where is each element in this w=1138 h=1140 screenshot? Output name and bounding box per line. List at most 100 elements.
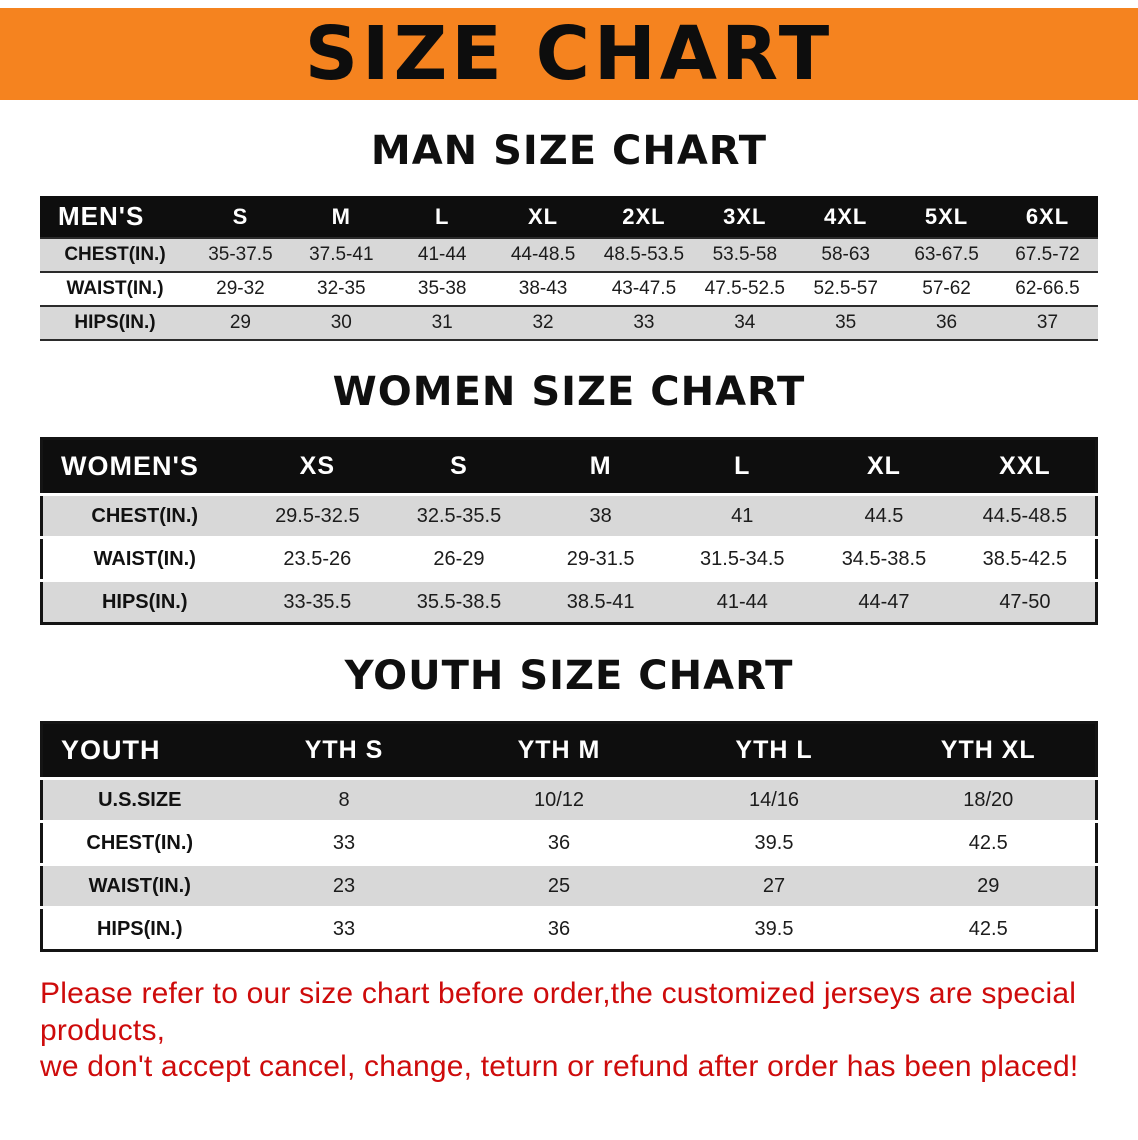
row-label: CHEST(IN.): [41, 820, 237, 865]
table-row: HIPS(IN.) 29 30 31 32 33 34 35 36 37: [40, 305, 1098, 341]
size-value: 29-31.5: [529, 536, 672, 581]
table-row: U.S.SIZE 8 10/12 14/16 18/20: [41, 777, 1097, 822]
row-label: HIPS(IN.): [41, 906, 237, 951]
size-chart-banner: SIZE CHART: [0, 8, 1138, 100]
men-size-table: MEN'S S M L XL 2XL 3XL 4XL 5XL 6XL CHEST(IN.) 35-3…: [40, 196, 1098, 341]
men-header-row: MEN'S S M L XL 2XL 3XL 4XL 5XL 6XL: [40, 196, 1098, 238]
size-value: 34: [694, 305, 796, 341]
size-value: 67.5-72: [997, 237, 1098, 272]
size-value: 35: [795, 305, 897, 341]
size-value: 35-38: [391, 271, 493, 306]
size-value: 31.5-34.5: [671, 536, 814, 581]
men-section: MAN SIZE CHART MEN'S S M L XL 2XL 3XL 4XL 5XL 6XL…: [0, 128, 1138, 341]
size-column-header: YTH L: [666, 722, 882, 779]
size-column-header: 5XL: [896, 196, 997, 238]
size-chart-page: SIZE CHART MAN SIZE CHART MEN'S S M L XL 2XL 3…: [0, 8, 1138, 1086]
size-value: 35.5-38.5: [388, 579, 530, 624]
women-size-table: WOMEN'S XS S M L XL XXL CHEST(IN.) 29.5-32.5 32.…: [40, 437, 1098, 625]
size-column-header: XL: [813, 438, 955, 495]
table-corner-label: MEN'S: [40, 196, 190, 238]
men-table-body: CHEST(IN.) 35-37.5 37.5-41 41-44 44-48.5 48.5…: [40, 237, 1098, 341]
size-value: 32-35: [290, 271, 392, 306]
size-value: 34.5-38.5: [813, 536, 955, 581]
size-value: 25: [451, 863, 667, 908]
women-header-row: WOMEN'S XS S M L XL XXL: [41, 438, 1097, 495]
size-value: 18/20: [881, 777, 1097, 822]
youth-table-body: U.S.SIZE 8 10/12 14/16 18/20 CHEST(IN.) 33 36 39…: [41, 777, 1097, 951]
table-row: WAIST(IN.) 23.5-26 26-29 29-31.5 31.5-34.5 34…: [41, 536, 1097, 581]
size-value: 33-35.5: [246, 579, 389, 624]
women-section-heading: WOMEN SIZE CHART: [332, 369, 806, 415]
size-value: 48.5-53.5: [593, 237, 695, 272]
size-value: 33: [593, 305, 695, 341]
size-column-header: S: [190, 196, 291, 238]
size-value: 57-62: [896, 271, 997, 306]
size-value: 38.5-41: [529, 579, 672, 624]
row-label: U.S.SIZE: [41, 777, 237, 822]
youth-section: YOUTH SIZE CHART YOUTH YTH S YTH M YTH L YTH…: [0, 653, 1138, 952]
size-value: 47-50: [954, 579, 1097, 624]
size-value: 63-67.5: [896, 237, 997, 272]
table-corner-label: YOUTH: [41, 722, 237, 779]
size-value: 38: [529, 493, 672, 538]
table-row: CHEST(IN.) 33 36 39.5 42.5: [41, 820, 1097, 865]
youth-size-table: YOUTH YTH S YTH M YTH L YTH XL U.S.SIZE 8 10/1…: [40, 721, 1098, 952]
size-value: 29.5-32.5: [246, 493, 389, 538]
size-value: 42.5: [881, 906, 1097, 951]
row-label: WAIST(IN.): [40, 271, 190, 306]
size-value: 43-47.5: [593, 271, 695, 306]
men-section-heading: MAN SIZE CHART: [370, 128, 768, 174]
size-value: 52.5-57: [795, 271, 897, 306]
size-column-header: L: [391, 196, 493, 238]
size-value: 42.5: [881, 820, 1097, 865]
size-value: 38-43: [492, 271, 594, 306]
size-value: 8: [236, 777, 452, 822]
size-column-header: 6XL: [997, 196, 1098, 238]
size-value: 47.5-52.5: [694, 271, 796, 306]
size-value: 29-32: [190, 271, 291, 306]
table-row: WAIST(IN.) 23 25 27 29: [41, 863, 1097, 908]
row-label: CHEST(IN.): [41, 493, 247, 538]
size-value: 62-66.5: [997, 271, 1098, 306]
size-value: 33: [236, 906, 452, 951]
table-row: HIPS(IN.) 33-35.5 35.5-38.5 38.5-41 41-44 44-…: [41, 579, 1097, 624]
size-value: 44-48.5: [492, 237, 594, 272]
size-value: 39.5: [666, 906, 882, 951]
size-value: 32.5-35.5: [388, 493, 530, 538]
table-row: WAIST(IN.) 29-32 32-35 35-38 38-43 43-47.5 47.…: [40, 271, 1098, 306]
size-value: 36: [896, 305, 997, 341]
size-value: 41-44: [671, 579, 814, 624]
size-value: 39.5: [666, 820, 882, 865]
table-row: HIPS(IN.) 33 36 39.5 42.5: [41, 906, 1097, 951]
size-column-header: XXL: [954, 438, 1097, 495]
youth-section-heading: YOUTH SIZE CHART: [344, 653, 794, 699]
size-value: 41: [671, 493, 814, 538]
size-value: 26-29: [388, 536, 530, 581]
size-value: 33: [236, 820, 452, 865]
size-column-header: YTH M: [451, 722, 667, 779]
size-value: 23.5-26: [246, 536, 389, 581]
size-column-header: M: [290, 196, 392, 238]
table-row: CHEST(IN.) 35-37.5 37.5-41 41-44 44-48.5 48.5…: [40, 237, 1098, 272]
size-column-header: L: [671, 438, 814, 495]
women-section: WOMEN SIZE CHART WOMEN'S XS S M L XL XXL CHEST…: [0, 369, 1138, 625]
disclaimer-line-1: Please refer to our size chart before or…: [40, 977, 1077, 1047]
size-column-header: XL: [492, 196, 594, 238]
size-value: 35-37.5: [190, 237, 291, 272]
size-column-header: M: [529, 438, 672, 495]
size-value: 27: [666, 863, 882, 908]
size-column-header: 4XL: [795, 196, 897, 238]
size-column-header: XS: [246, 438, 389, 495]
size-value: 58-63: [795, 237, 897, 272]
disclaimer-line-2: we don't accept cancel, change, teturn o…: [40, 1050, 1079, 1084]
size-value: 41-44: [391, 237, 493, 272]
size-value: 31: [391, 305, 493, 341]
size-column-header: 2XL: [593, 196, 695, 238]
size-value: 29: [190, 305, 291, 341]
page-title: SIZE CHART: [304, 11, 834, 97]
youth-header-row: YOUTH YTH S YTH M YTH L YTH XL: [41, 722, 1097, 779]
size-column-header: 3XL: [694, 196, 796, 238]
table-corner-label: WOMEN'S: [41, 438, 247, 495]
size-value: 23: [236, 863, 452, 908]
size-value: 37: [997, 305, 1098, 341]
